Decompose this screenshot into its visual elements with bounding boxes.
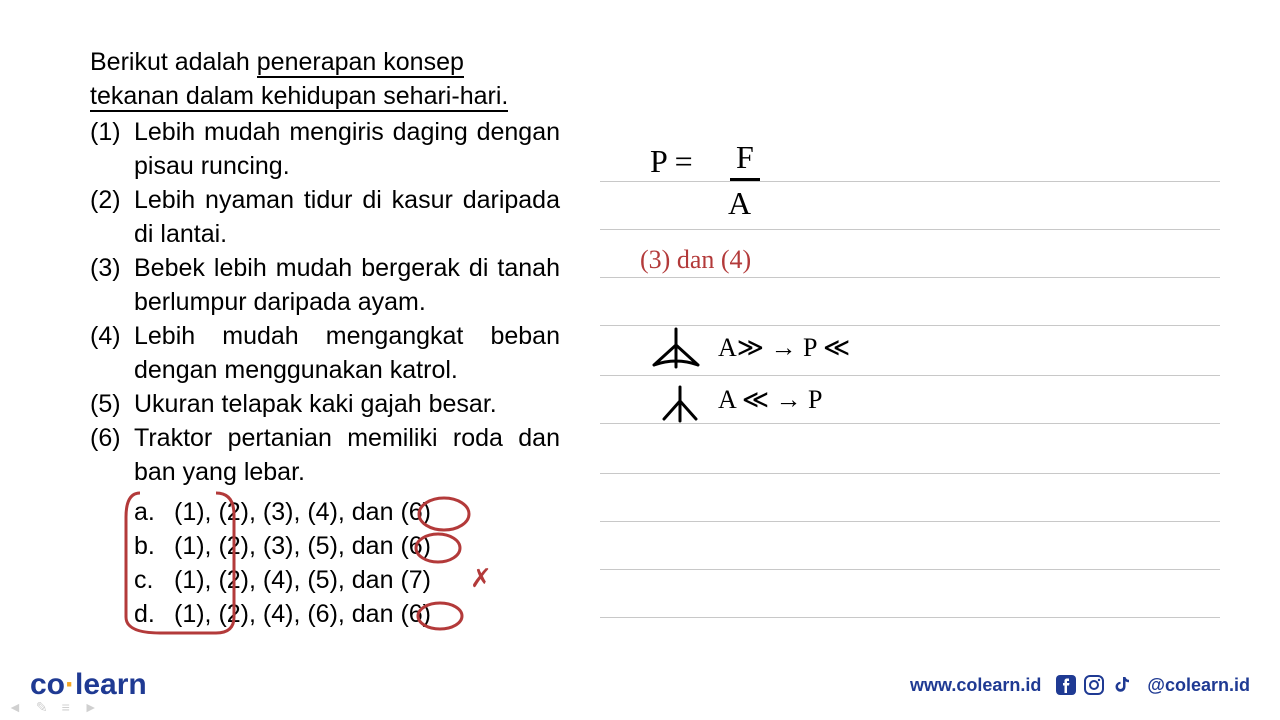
ruled-line — [600, 423, 1220, 424]
item-text: Ukuran telapak kaki gajah besar. — [134, 387, 560, 421]
nav-edit-icon[interactable]: ✎ — [36, 699, 48, 716]
nav-next-icon[interactable]: ► — [84, 699, 98, 716]
nav-menu-icon[interactable]: ≡ — [62, 699, 70, 716]
ruled-line — [600, 473, 1220, 474]
item-number: (6) — [90, 421, 134, 489]
ruled-line — [600, 521, 1220, 522]
chicken-foot-icon — [656, 383, 706, 425]
logo-learn: learn — [75, 668, 147, 701]
item-text: Traktor pertanian memiliki roda dan ban … — [134, 421, 560, 489]
option-letter: c. — [134, 563, 174, 597]
logo-dot: · — [65, 668, 75, 701]
colearn-logo: co·learn — [30, 668, 147, 702]
intro-underlined-2: tekanan dalam kehidupan sehari-hari. — [90, 82, 508, 112]
social-icons — [1055, 674, 1133, 696]
ruled-line — [600, 325, 1220, 326]
ruled-line — [600, 277, 1220, 278]
option-a: a. (1), (2), (3), (4), dan (6) — [134, 495, 560, 529]
tiktok-icon — [1111, 674, 1133, 696]
duck-foot-icon — [646, 323, 706, 371]
footer-handle: @colearn.id — [1147, 675, 1250, 696]
nav-controls: ◄ ✎ ≡ ► — [8, 699, 98, 716]
ruled-line — [600, 569, 1220, 570]
item-text: Bebek lebih mudah bergerak di tanah berl… — [134, 251, 560, 319]
option-letter: d. — [134, 597, 174, 631]
question-item: (6) Traktor pertanian memiliki roda dan … — [90, 421, 560, 489]
option-text: (1), (2), (4), (5), dan (7) — [174, 563, 560, 597]
question-item: (1) Lebih mudah mengiris daging dengan p… — [90, 115, 560, 183]
item-text: Lebih nyaman tidur di kasur daripada di … — [134, 183, 560, 251]
footer: co·learn www.colearn.id @colearn.id — [0, 668, 1280, 702]
item-number: (4) — [90, 319, 134, 387]
workspace-panel: P = F A (3) dan (4) A≫ → P ≪ A ≪ → P — [600, 45, 1250, 631]
formula-P-equals: P = — [650, 143, 693, 180]
option-text: (1), (2), (3), (5), dan (6) — [174, 529, 560, 563]
option-c: c. (1), (2), (4), (5), dan (7) — [134, 563, 560, 597]
question-item: (2) Lebih nyaman tidur di kasur daripada… — [90, 183, 560, 251]
note-3-and-4: (3) dan (4) — [640, 245, 751, 275]
option-letter: a. — [134, 495, 174, 529]
nav-prev-icon[interactable]: ◄ — [8, 699, 22, 716]
option-d: d. (1), (2), (4), (6), dan (6) — [134, 597, 560, 631]
footer-url: www.colearn.id — [910, 675, 1041, 696]
item-number: (5) — [90, 387, 134, 421]
instagram-icon — [1083, 674, 1105, 696]
question-item: (3) Bebek lebih mudah bergerak di tanah … — [90, 251, 560, 319]
note-A-large: A≫ → P ≪ — [718, 333, 850, 363]
ruled-line — [600, 617, 1220, 618]
facebook-icon — [1055, 674, 1077, 696]
question-panel: Berikut adalah penerapan konsep tekanan … — [90, 45, 560, 631]
footer-right: www.colearn.id @colearn.id — [910, 674, 1250, 696]
intro-text: Berikut adalah — [90, 48, 257, 76]
item-number: (3) — [90, 251, 134, 319]
ruled-line — [600, 375, 1220, 376]
ruled-line — [600, 181, 1220, 182]
option-b: b. (1), (2), (3), (5), dan (6) — [134, 529, 560, 563]
intro-underlined-1: penerapan konsep — [257, 48, 464, 78]
option-letter: b. — [134, 529, 174, 563]
item-number: (2) — [90, 183, 134, 251]
item-number: (1) — [90, 115, 134, 183]
answer-options: a. (1), (2), (3), (4), dan (6) b. (1), (… — [90, 495, 560, 631]
item-text: Lebih mudah mengangkat beban dengan meng… — [134, 319, 560, 387]
item-text: Lebih mudah mengiris daging dengan pisau… — [134, 115, 560, 183]
formula-A: A — [728, 185, 751, 222]
note-A-small: A ≪ → P — [718, 385, 823, 415]
formula-F: F — [730, 139, 760, 181]
ruled-line — [600, 229, 1220, 230]
logo-co: co — [30, 668, 65, 701]
question-intro: Berikut adalah penerapan konsep tekanan … — [90, 45, 560, 113]
option-text: (1), (2), (4), (6), dan (6) — [174, 597, 560, 631]
question-item: (5) Ukuran telapak kaki gajah besar. — [90, 387, 560, 421]
option-text: (1), (2), (3), (4), dan (6) — [174, 495, 560, 529]
question-item: (4) Lebih mudah mengangkat beban dengan … — [90, 319, 560, 387]
